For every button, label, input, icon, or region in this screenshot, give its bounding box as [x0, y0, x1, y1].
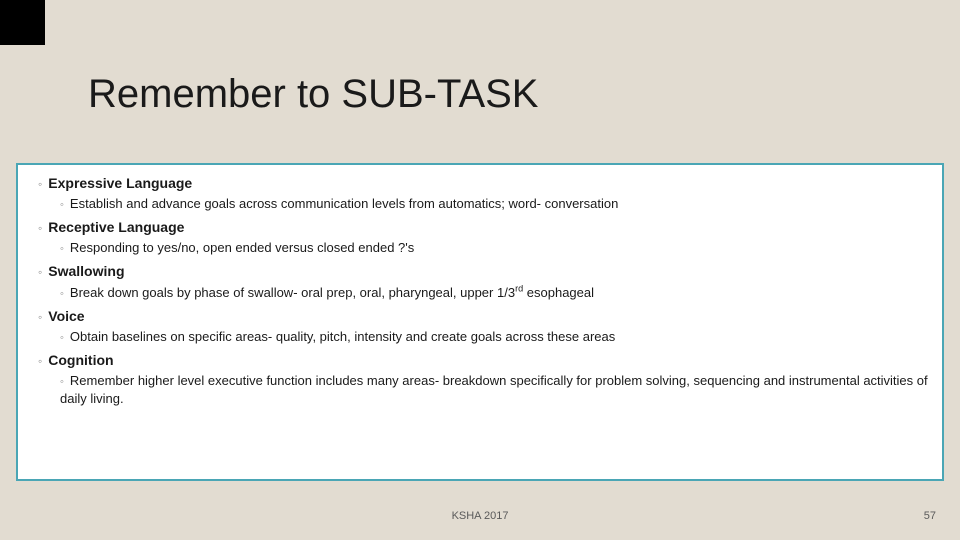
- bullet-icon: ◦: [60, 288, 64, 300]
- section-label: Voice: [48, 308, 84, 324]
- section-detail-text: Obtain baselines on specific areas- qual…: [70, 329, 615, 344]
- bullet-icon: ◦: [60, 332, 64, 344]
- section-header: ◦ Swallowing: [32, 263, 928, 279]
- section-label: Swallowing: [48, 263, 124, 279]
- section-voice: ◦ Voice ◦ Obtain baselines on specific are…: [32, 308, 928, 346]
- section-detail: ◦ Obtain baselines on specific areas- qua…: [32, 328, 928, 346]
- bullet-icon: ◦: [60, 376, 64, 388]
- section-detail: ◦ Establish and advance goals across comm…: [32, 195, 928, 213]
- section-label: Expressive Language: [48, 175, 192, 191]
- section-cognition: ◦Cognition ◦Remember higher level execut…: [32, 352, 928, 407]
- bullet-icon: ◦: [60, 199, 64, 211]
- bullet-icon: ◦: [38, 310, 42, 324]
- section-swallowing: ◦ Swallowing ◦ Break down goals by phase o…: [32, 263, 928, 302]
- section-expressive: ◦ Expressive Language ◦ Establish and adva…: [32, 175, 928, 213]
- footer-center: KSHA 2017: [0, 510, 960, 522]
- section-detail-text: Responding to yes/no, open ended versus …: [70, 240, 414, 255]
- bullet-icon: ◦: [38, 177, 42, 191]
- section-header: ◦ Expressive Language: [32, 175, 928, 191]
- section-detail: ◦Remember higher level executive functio…: [32, 372, 928, 407]
- accent-square: [0, 0, 45, 45]
- bullet-icon: ◦: [38, 354, 42, 368]
- page-number: 57: [924, 510, 936, 522]
- bullet-icon: ◦: [38, 265, 42, 279]
- section-header: ◦ Voice: [32, 308, 928, 324]
- section-receptive: ◦ Receptive Language ◦ Responding to yes/n…: [32, 219, 928, 257]
- section-detail: ◦ Responding to yes/no, open ended versus…: [32, 239, 928, 257]
- slide-title: Remember to SUB-TASK: [88, 72, 539, 117]
- section-header: ◦ Receptive Language: [32, 219, 928, 235]
- section-detail-text: Remember higher level executive function…: [60, 373, 928, 406]
- bullet-icon: ◦: [60, 243, 64, 255]
- content-box: ◦ Expressive Language ◦ Establish and adva…: [16, 163, 944, 481]
- section-header: ◦ Cognition: [32, 352, 928, 368]
- section-label: Receptive Language: [48, 219, 184, 235]
- section-label: Cognition: [48, 352, 113, 368]
- section-detail: ◦ Break down goals by phase of swallow- o…: [32, 283, 928, 302]
- section-detail-text: Establish and advance goals across commu…: [70, 196, 618, 211]
- section-detail-text: Break down goals by phase of swallow- or…: [70, 285, 594, 300]
- bullet-icon: ◦: [38, 221, 42, 235]
